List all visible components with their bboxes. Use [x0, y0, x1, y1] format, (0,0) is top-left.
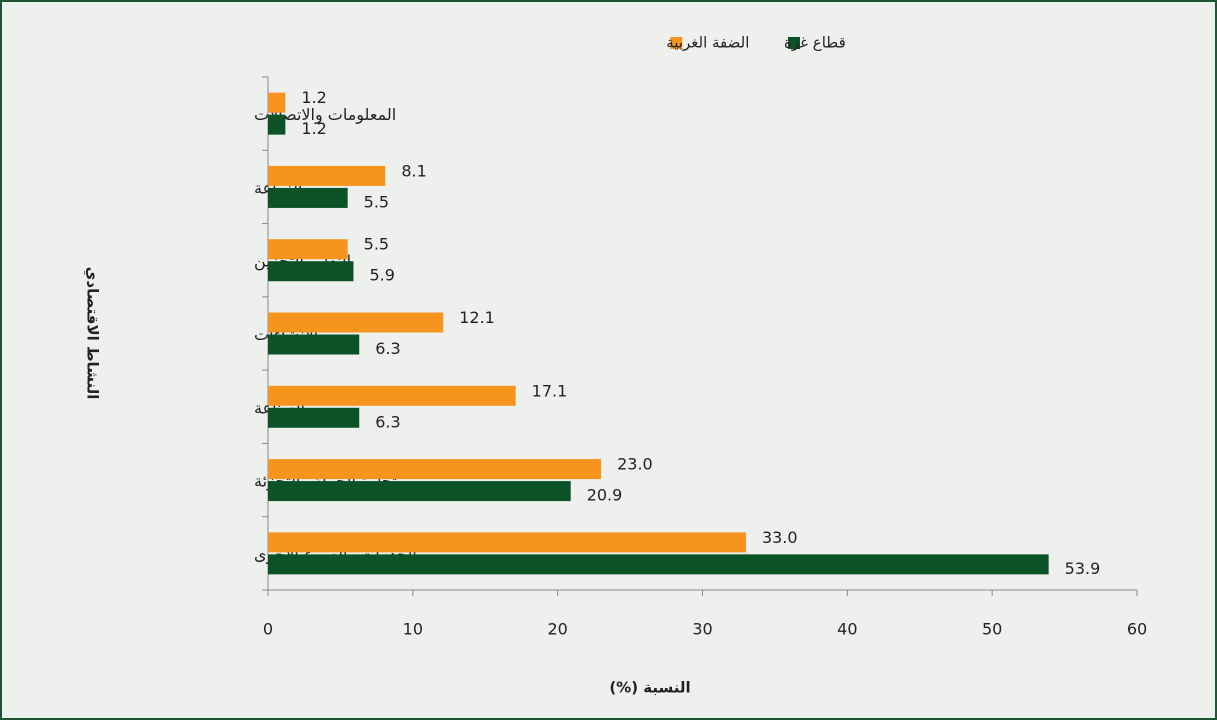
- value-label: 53.9: [1065, 559, 1101, 578]
- bar: [268, 481, 571, 502]
- value-label: 1.2: [301, 119, 326, 138]
- bar: [268, 554, 1049, 575]
- bar: [268, 532, 746, 553]
- value-label: 12.1: [459, 308, 495, 327]
- bar: [268, 239, 348, 260]
- value-label: 6.3: [375, 339, 400, 358]
- bar: [268, 114, 286, 135]
- legend-label: الضفة الغربية: [666, 34, 749, 52]
- value-label: 33.0: [762, 528, 798, 547]
- bar: [268, 187, 348, 208]
- value-label: 6.3: [375, 412, 400, 431]
- x-tick-label: 30: [692, 620, 712, 639]
- legend-swatch: [788, 37, 800, 49]
- y-axis-title: النشاط الاقتصادي: [83, 267, 102, 400]
- bar: [268, 261, 354, 282]
- x-tick-label: 10: [403, 620, 423, 639]
- value-label: 5.9: [369, 266, 394, 285]
- x-tick-label: 50: [982, 620, 1002, 639]
- bar: [268, 407, 360, 428]
- bar: [268, 459, 602, 480]
- x-tick-label: 40: [837, 620, 857, 639]
- y-tick-label: المعلومات والاتصالات: [254, 105, 396, 125]
- legend-swatch: [670, 37, 683, 49]
- value-label: 20.9: [587, 486, 623, 505]
- bar: [268, 312, 444, 333]
- value-label: 5.5: [364, 235, 389, 254]
- x-tick-label: 20: [547, 620, 567, 639]
- bar: [268, 165, 386, 186]
- x-tick-label: 0: [263, 620, 273, 639]
- value-label: 17.1: [532, 381, 568, 400]
- legend-label: قطاع غزة: [784, 34, 846, 52]
- bar: [268, 92, 286, 113]
- x-axis-title: النسبة (%): [609, 679, 690, 697]
- bar: [268, 385, 516, 406]
- value-label: 8.1: [401, 161, 426, 180]
- value-label: 1.2: [301, 88, 326, 107]
- value-label: 5.5: [364, 192, 389, 211]
- x-tick-label: 60: [1127, 620, 1147, 639]
- value-label: 23.0: [617, 455, 653, 474]
- bar: [268, 334, 360, 355]
